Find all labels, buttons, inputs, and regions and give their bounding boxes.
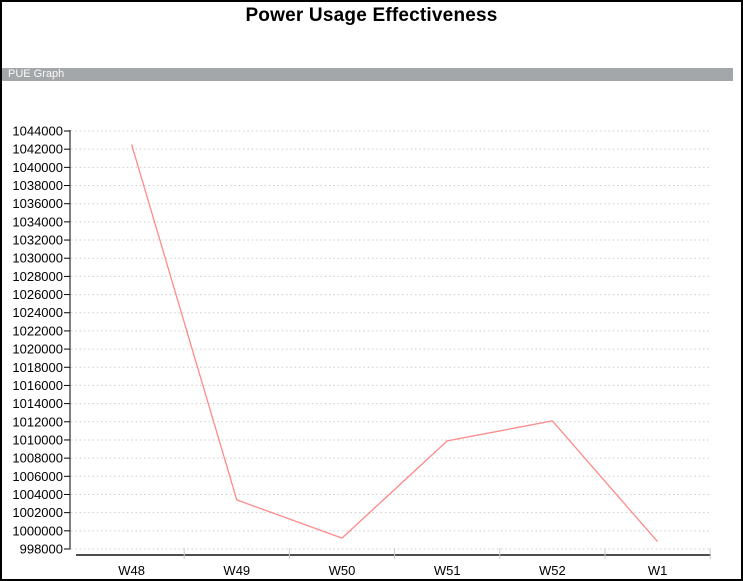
y-tick-label: 1040000 — [12, 160, 63, 175]
y-tick-label: 1010000 — [12, 432, 63, 447]
y-tick-label: 1008000 — [12, 451, 63, 466]
y-tick-label: 1044000 — [12, 124, 63, 139]
y-tick-label: 1026000 — [12, 287, 63, 302]
y-tick-label: 1022000 — [12, 323, 63, 338]
series-line-pue — [130, 144, 659, 543]
x-tick-label: W49 — [223, 563, 250, 578]
section-header-label: PUE Graph — [8, 68, 65, 80]
y-tick-label: 1012000 — [12, 414, 63, 429]
y-tick-label: 1014000 — [12, 396, 63, 411]
x-tick-label: W48 — [118, 563, 145, 578]
y-tick-label: 1000000 — [12, 523, 63, 538]
y-tick-label: 1038000 — [12, 178, 63, 193]
y-tick-label: 1018000 — [12, 360, 63, 375]
x-tick-label: W50 — [329, 563, 356, 578]
y-tick-label: 1030000 — [12, 251, 63, 266]
y-tick-label: 1042000 — [12, 142, 63, 157]
page-title: Power Usage Effectiveness — [245, 5, 498, 26]
y-tick-label: 1002000 — [12, 505, 63, 520]
section-header-bar: PUE Graph — [2, 68, 733, 81]
y-tick-label: 1016000 — [12, 378, 63, 393]
x-tick-label: W1 — [648, 563, 668, 578]
y-tick-label: 998000 — [20, 542, 63, 557]
y-tick-label: 1036000 — [12, 196, 63, 211]
y-tick-label: 1004000 — [12, 487, 63, 502]
y-tick-label: 1034000 — [12, 214, 63, 229]
y-tick-label: 1024000 — [12, 305, 63, 320]
y-tick-label: 1006000 — [12, 469, 63, 484]
y-tick-label: 1028000 — [12, 269, 63, 284]
x-tick-label: W51 — [434, 563, 461, 578]
y-tick-label: 1032000 — [12, 233, 63, 248]
y-tick-label: 1020000 — [12, 342, 63, 357]
x-tick-label: W52 — [539, 563, 566, 578]
